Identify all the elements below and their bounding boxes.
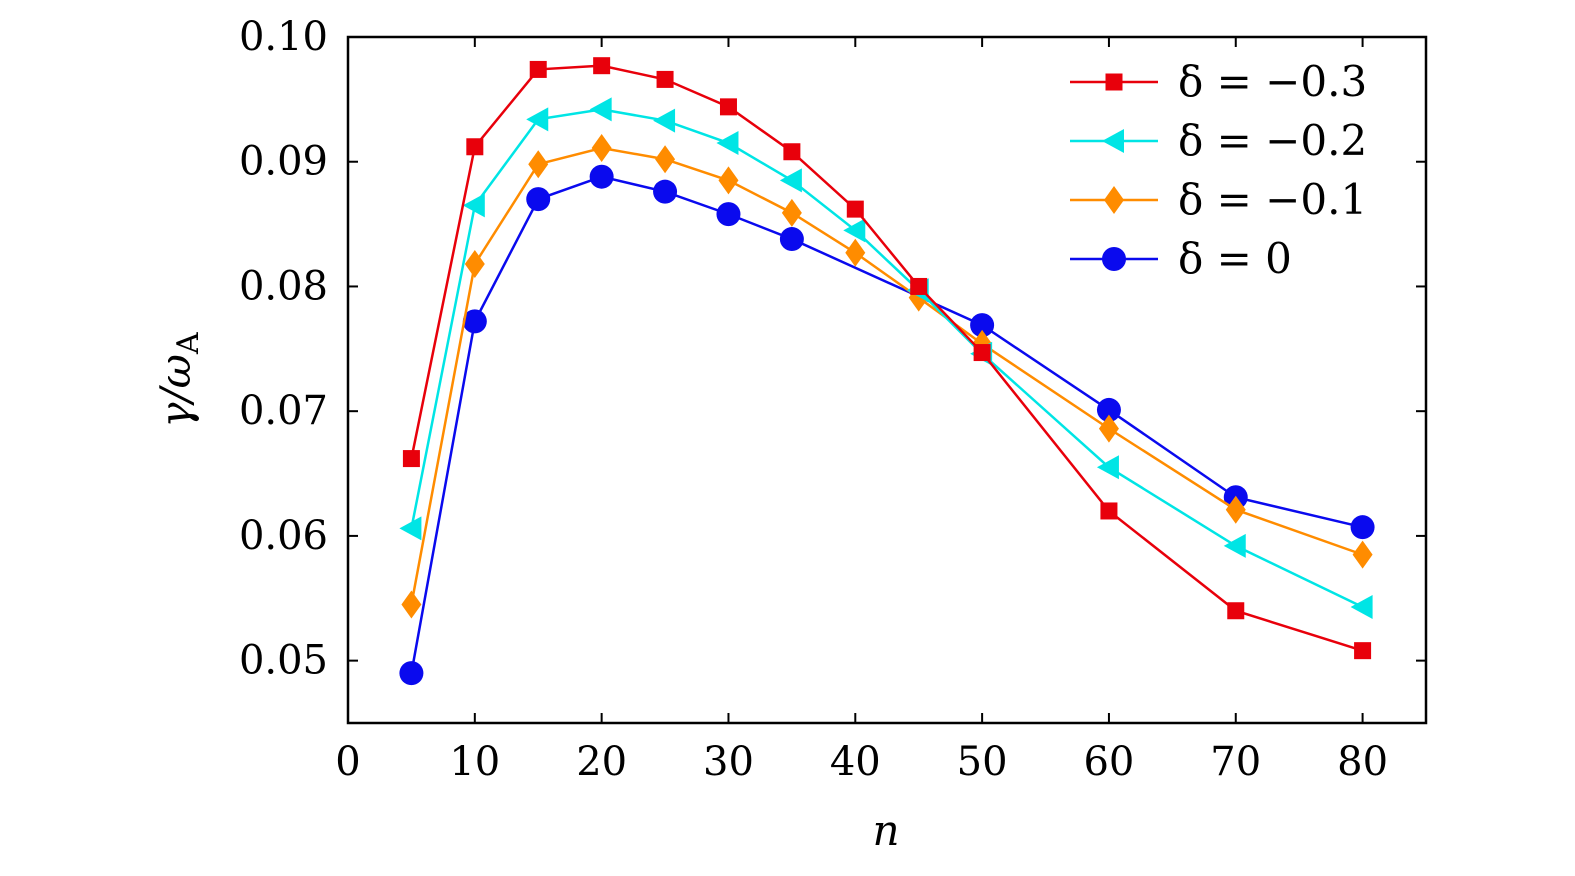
data-point [526, 107, 549, 132]
y-axis-label-sub: A [171, 332, 206, 355]
y-tick-label: 0.08 [239, 263, 328, 309]
y-tick-label: 0.05 [239, 638, 328, 684]
y-tick-label: 0.10 [239, 14, 328, 60]
data-point [719, 98, 737, 116]
axis-ticks: 0 10 20 30 40 50 60 70 80 0.05 0.06 0.07 0.08 0.09 0.1… [239, 14, 1426, 785]
series-diamond [401, 134, 1373, 619]
legend-marker [1102, 129, 1124, 153]
series-square [402, 57, 1372, 660]
data-point [529, 60, 547, 78]
y-tick-label: 0.06 [239, 513, 328, 559]
x-tick-label: 40 [830, 739, 881, 785]
data-point [1100, 502, 1118, 520]
data-point [716, 202, 741, 227]
y-axis-label-main: γ/ω [151, 354, 200, 428]
y-tick-label: 0.09 [239, 139, 328, 185]
data-point [843, 218, 866, 243]
data-point [910, 277, 928, 295]
x-tick-label: 80 [1337, 739, 1388, 785]
x-tick-label: 60 [1083, 739, 1134, 785]
data-point [1098, 414, 1119, 443]
x-tick-label: 30 [703, 739, 754, 785]
data-point [656, 70, 674, 88]
data-point [589, 164, 614, 189]
data-point [718, 166, 739, 195]
data-point [1096, 455, 1119, 480]
data-point [973, 344, 991, 362]
svg-text:γ/ωA: γ/ωA [151, 332, 206, 428]
legend-marker [1104, 186, 1124, 214]
plot-frame [346, 35, 1428, 725]
legend-label: δ = −0.2 [1178, 116, 1367, 165]
data-point [970, 313, 995, 338]
data-point [779, 227, 804, 252]
y-axis-label: γ/ωA [151, 332, 206, 428]
legend-entry: δ = 0 [1070, 234, 1292, 283]
data-point [528, 150, 549, 179]
data-point [1350, 515, 1375, 540]
x-axis-label: n [872, 806, 899, 855]
legend: δ = −0.3 δ = −0.2 δ = −0.1 δ = 0 [1070, 57, 1367, 283]
series-circle [399, 164, 1375, 686]
data-point [653, 108, 676, 133]
data-point [845, 238, 866, 267]
data-point [1227, 602, 1245, 620]
y-tick-label: 0.07 [239, 388, 328, 434]
x-tick-label: 50 [957, 739, 1008, 785]
legend-label: δ = −0.3 [1178, 57, 1367, 106]
data-point [716, 131, 739, 156]
legend-label: δ = 0 [1178, 234, 1292, 283]
x-tick-label: 10 [449, 739, 500, 785]
data-point [464, 250, 485, 279]
data-point [591, 134, 612, 163]
legend-entry: δ = −0.1 [1070, 175, 1367, 224]
data-point [466, 138, 484, 156]
data-point [1225, 495, 1246, 524]
series-layer [399, 57, 1375, 686]
legend-entry: δ = −0.3 [1070, 57, 1367, 106]
data-point [846, 200, 864, 218]
legend-label: δ = −0.1 [1178, 175, 1367, 224]
data-point [399, 516, 422, 541]
data-point [1350, 595, 1373, 620]
data-point [781, 198, 802, 227]
data-point [653, 179, 678, 204]
data-point [402, 450, 420, 468]
x-tick-label: 70 [1210, 739, 1261, 785]
data-point [783, 143, 801, 161]
data-point [779, 168, 802, 193]
x-tick-label: 0 [335, 739, 360, 785]
data-point [401, 590, 422, 619]
data-point [399, 661, 424, 686]
data-point [1352, 540, 1373, 569]
data-point [655, 145, 676, 174]
data-point [1223, 533, 1246, 558]
data-point [1096, 397, 1121, 422]
x-tick-label: 20 [576, 739, 627, 785]
data-point [462, 193, 485, 218]
data-point [589, 97, 612, 122]
data-point [526, 187, 551, 212]
legend-marker [1102, 247, 1126, 271]
data-point [462, 309, 487, 334]
legend-entry: δ = −0.2 [1070, 116, 1367, 165]
legend-marker [1105, 73, 1123, 91]
data-point [1354, 642, 1372, 660]
data-point [593, 57, 611, 75]
